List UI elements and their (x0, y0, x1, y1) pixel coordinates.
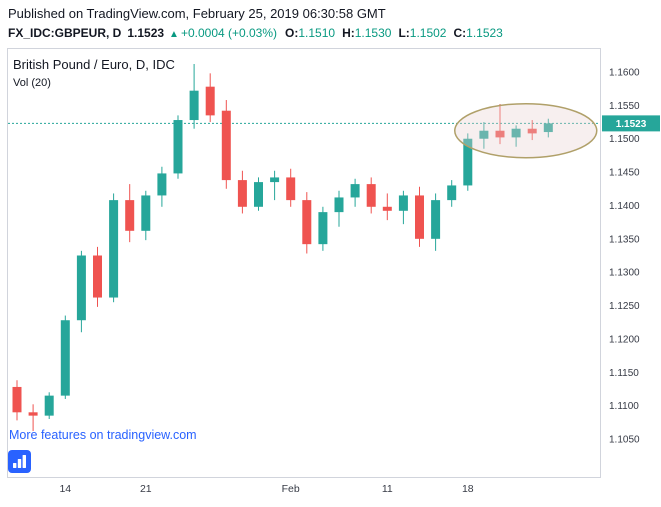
published-line: Published on TradingView.com, February 2… (8, 6, 386, 21)
candle-body (125, 200, 135, 231)
symbol-line: FX_IDC:GBPEUR, D 1.1523 ▲ +0.0004 (+0.03%… (8, 26, 661, 40)
open-number: 1.1510 (298, 26, 336, 40)
y-axis-label: 1.1050 (609, 435, 640, 446)
candle-body (527, 128, 537, 134)
x-axis-label: Feb (282, 483, 300, 495)
last-price-axis-label: 1.1523 (602, 115, 660, 132)
candle-body (318, 212, 328, 245)
y-axis-label: 1.1300 (609, 268, 640, 279)
candle-body (254, 182, 263, 207)
candle-body (12, 386, 22, 413)
logo-bars-icon (13, 455, 26, 468)
change-value: +0.0004 (+0.03%) (180, 26, 278, 40)
candle-body (44, 395, 54, 416)
candle-body (221, 110, 231, 181)
candle-body (286, 177, 296, 201)
candle-body (141, 195, 151, 231)
candle-body (366, 184, 376, 207)
x-axis-label: 18 (462, 483, 474, 495)
price-chart[interactable]: 1.1600 1.1550 1.1500 1.1450 1.1400 1.1350 1.13… (0, 48, 661, 507)
plot-border (7, 48, 601, 478)
candle-body (302, 200, 312, 245)
x-axis-label: 21 (140, 483, 152, 495)
low-number: 1.1502 (409, 26, 447, 40)
tradingview-logo-icon[interactable] (8, 450, 31, 473)
candle-body (334, 197, 344, 213)
y-axis-label: 1.1550 (609, 101, 640, 112)
low-label: L: (398, 26, 410, 40)
open-label: O: (285, 26, 299, 40)
candle-body (173, 120, 183, 174)
y-axis-label: 1.1250 (609, 301, 640, 312)
y-axis-label: 1.1150 (609, 368, 639, 379)
close-value: C:1.1523 (453, 26, 502, 40)
svg-text:1.1523: 1.1523 (616, 119, 647, 130)
symbol-name[interactable]: FX_IDC:GBPEUR, D (8, 26, 122, 40)
y-axis-label: 1.1400 (609, 201, 640, 212)
highlight-ellipse[interactable] (454, 102, 598, 159)
candle-body (415, 195, 424, 239)
low-value: L:1.1502 (398, 26, 446, 40)
high-value: H:1.1530 (342, 26, 391, 40)
candle-body (447, 185, 457, 201)
chart-area: 1.1600 1.1550 1.1500 1.1450 1.1400 1.1350 1.13… (0, 48, 661, 507)
more-features-link[interactable]: More features on tradingview.com (9, 428, 197, 442)
candle-body (93, 255, 102, 298)
candle-body (205, 86, 215, 116)
candle-body (479, 130, 489, 139)
candle-body (431, 200, 441, 239)
candle-body (495, 130, 505, 138)
y-axis-label: 1.1350 (609, 234, 640, 245)
high-label: H: (342, 26, 355, 40)
y-axis-label: 1.1100 (609, 401, 639, 412)
y-axis-label: 1.1450 (609, 168, 640, 179)
close-label: C: (453, 26, 467, 40)
candle-body (543, 123, 553, 133)
last-price: 1.1523 (127, 26, 165, 40)
candle-body (382, 206, 392, 211)
candle-body (237, 180, 247, 207)
candle-body (189, 90, 199, 121)
open-value: O:1.1510 (285, 26, 335, 40)
candle-body (157, 173, 167, 196)
up-arrow-icon: ▲ (169, 29, 179, 40)
candle-body (398, 195, 408, 211)
price-change: ▲ +0.0004 (+0.03%) (169, 26, 277, 40)
candle-body (511, 128, 521, 138)
candle-body (463, 138, 473, 186)
candle-body (76, 255, 86, 321)
candle-body (60, 320, 70, 396)
x-axis-label: 14 (59, 483, 71, 495)
close-number: 1.1523 (466, 26, 503, 40)
candle-body (109, 200, 119, 298)
candle-body (28, 412, 38, 416)
y-axis-label: 1.1500 (609, 134, 640, 145)
candle-body (350, 184, 360, 198)
x-axis-label: 11 (382, 483, 393, 495)
candle-body (270, 177, 280, 183)
y-axis-label: 1.1600 (609, 68, 640, 79)
high-number: 1.1530 (354, 26, 392, 40)
chart-header: Published on TradingView.com, February 2… (0, 0, 661, 48)
y-axis-label: 1.1200 (609, 334, 640, 345)
